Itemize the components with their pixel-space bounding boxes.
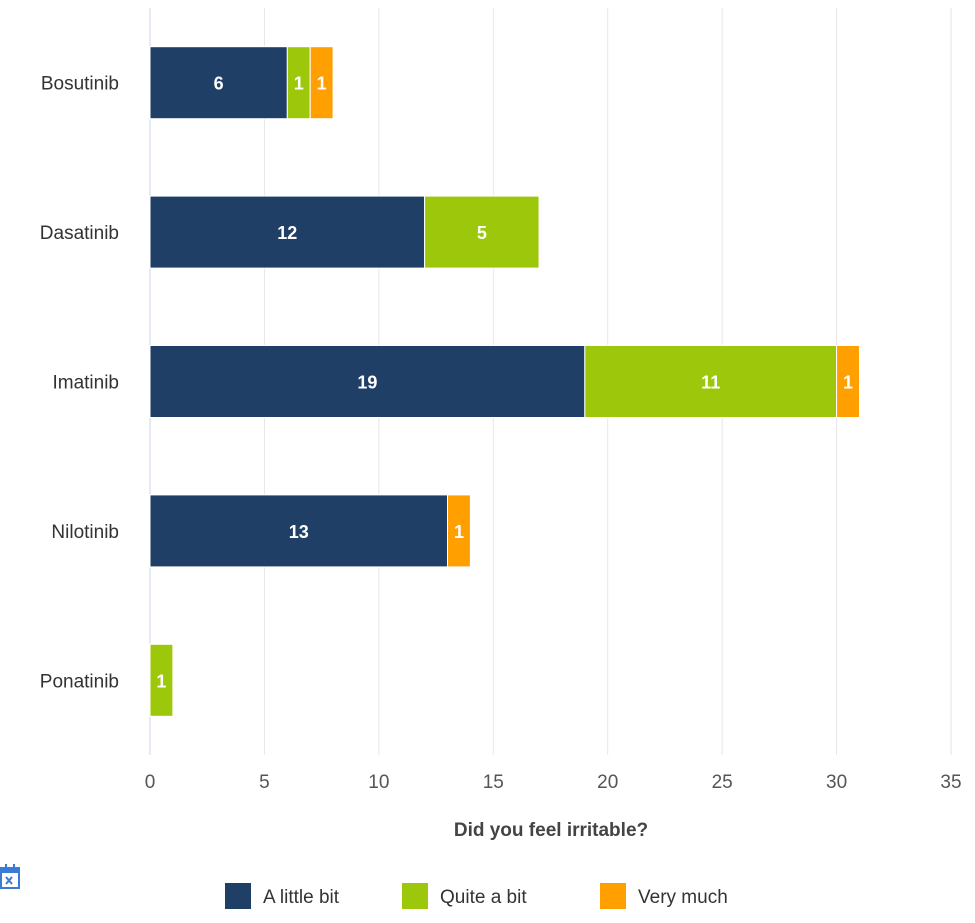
legend-item[interactable]: A little bit — [225, 883, 340, 909]
data-label: 1 — [294, 74, 304, 94]
x-tick-label: 20 — [597, 772, 618, 793]
bar-segment[interactable] — [584, 345, 838, 418]
data-label: 1 — [454, 522, 464, 542]
x-tick-label: 15 — [483, 772, 504, 793]
x-axis-title: Did you feel irritable? — [454, 820, 648, 841]
legend-label: A little bit — [263, 887, 340, 908]
category-labels: Bosutinib Dasatinib Imatinib Nilotinib Ponat… — [40, 74, 119, 693]
data-label: 1 — [317, 74, 327, 94]
legend-label: Quite a bit — [440, 887, 527, 908]
legend-item[interactable]: Quite a bit — [402, 883, 527, 909]
bar-segment[interactable] — [149, 643, 174, 717]
legend-label: Very much — [638, 887, 728, 908]
x-tick-label: 0 — [145, 772, 156, 793]
legend-swatch — [225, 883, 251, 909]
data-label: 19 — [357, 373, 377, 393]
data-label: 12 — [277, 223, 297, 243]
bar-segment[interactable] — [836, 345, 860, 418]
x-tick-label: 30 — [826, 772, 847, 793]
x-tick-labels: 0 5 10 15 20 25 30 35 — [145, 772, 962, 793]
category-label: Ponatinib — [40, 671, 119, 692]
category-label: Bosutinib — [41, 74, 119, 95]
bar-segment[interactable] — [149, 46, 288, 120]
bar-segment[interactable] — [149, 494, 449, 568]
data-label: 6 — [214, 74, 224, 94]
x-tick-label: 10 — [368, 772, 389, 793]
calendar-icon[interactable] — [0, 862, 22, 892]
data-label: 13 — [289, 522, 309, 542]
category-label: Dasatinib — [40, 223, 119, 244]
legend[interactable]: A little bit Quite a bit Very much — [225, 883, 728, 909]
bar-segment[interactable] — [447, 494, 471, 568]
x-tick-label: 35 — [940, 772, 961, 793]
bars: 6 1 112 519 11 113 11 — [149, 46, 860, 717]
x-tick-label: 25 — [712, 772, 733, 793]
data-label: 5 — [477, 223, 487, 243]
bar-segment[interactable] — [424, 195, 540, 269]
data-label: 1 — [843, 373, 853, 393]
bar-segment[interactable] — [309, 46, 334, 120]
data-label: 11 — [701, 373, 720, 393]
category-label: Nilotinib — [51, 522, 119, 543]
legend-swatch — [600, 883, 626, 909]
legend-swatch — [402, 883, 428, 909]
category-label: Imatinib — [52, 373, 119, 394]
legend-item[interactable]: Very much — [600, 883, 728, 909]
data-label: 1 — [156, 671, 166, 691]
x-tick-label: 5 — [259, 772, 270, 793]
